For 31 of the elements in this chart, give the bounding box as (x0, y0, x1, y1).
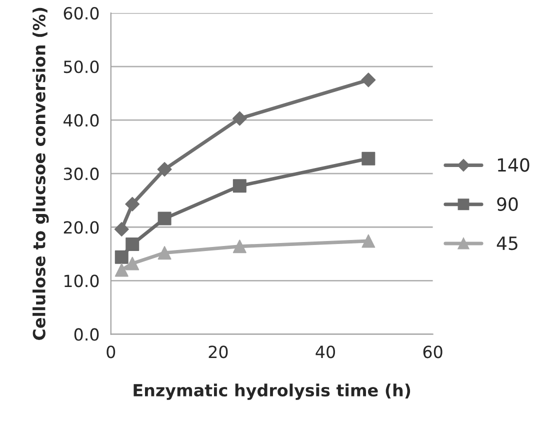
y-axis-title: Cellulose to glucsoe conversion (%) (32, 8, 49, 340)
point (114, 222, 129, 237)
point (232, 240, 246, 254)
point (125, 196, 140, 212)
x-tick-label: 60 (423, 346, 442, 358)
point (361, 72, 376, 88)
legend-label: 90 (497, 197, 518, 211)
x-tick-label: 40 (316, 346, 335, 358)
y-tick-label: 60.0 (64, 6, 99, 20)
legend-label: 45 (496, 236, 518, 250)
y-tick-label: 40.0 (64, 114, 99, 127)
y-tick-label: 50.0 (64, 60, 99, 74)
x-axis-title: Enzymatic hydrolysis time (h) (134, 384, 410, 400)
x-tick-label: 20 (208, 346, 228, 358)
point (232, 111, 247, 126)
point (362, 234, 376, 248)
x-tick-label: 0 (106, 346, 116, 358)
point (157, 162, 172, 177)
y-tick-label: 0.0 (74, 328, 99, 341)
point (362, 152, 376, 166)
legend-label: 140 (498, 158, 530, 172)
point (232, 179, 246, 193)
y-tick-label: 30.0 (64, 168, 99, 180)
point (114, 250, 128, 264)
point (158, 246, 172, 260)
y-tick-label: 10.0 (64, 274, 99, 288)
point (114, 263, 128, 277)
point (158, 212, 172, 226)
point (126, 238, 140, 252)
y-tick-label: 20.0 (64, 221, 99, 234)
point (126, 256, 140, 270)
